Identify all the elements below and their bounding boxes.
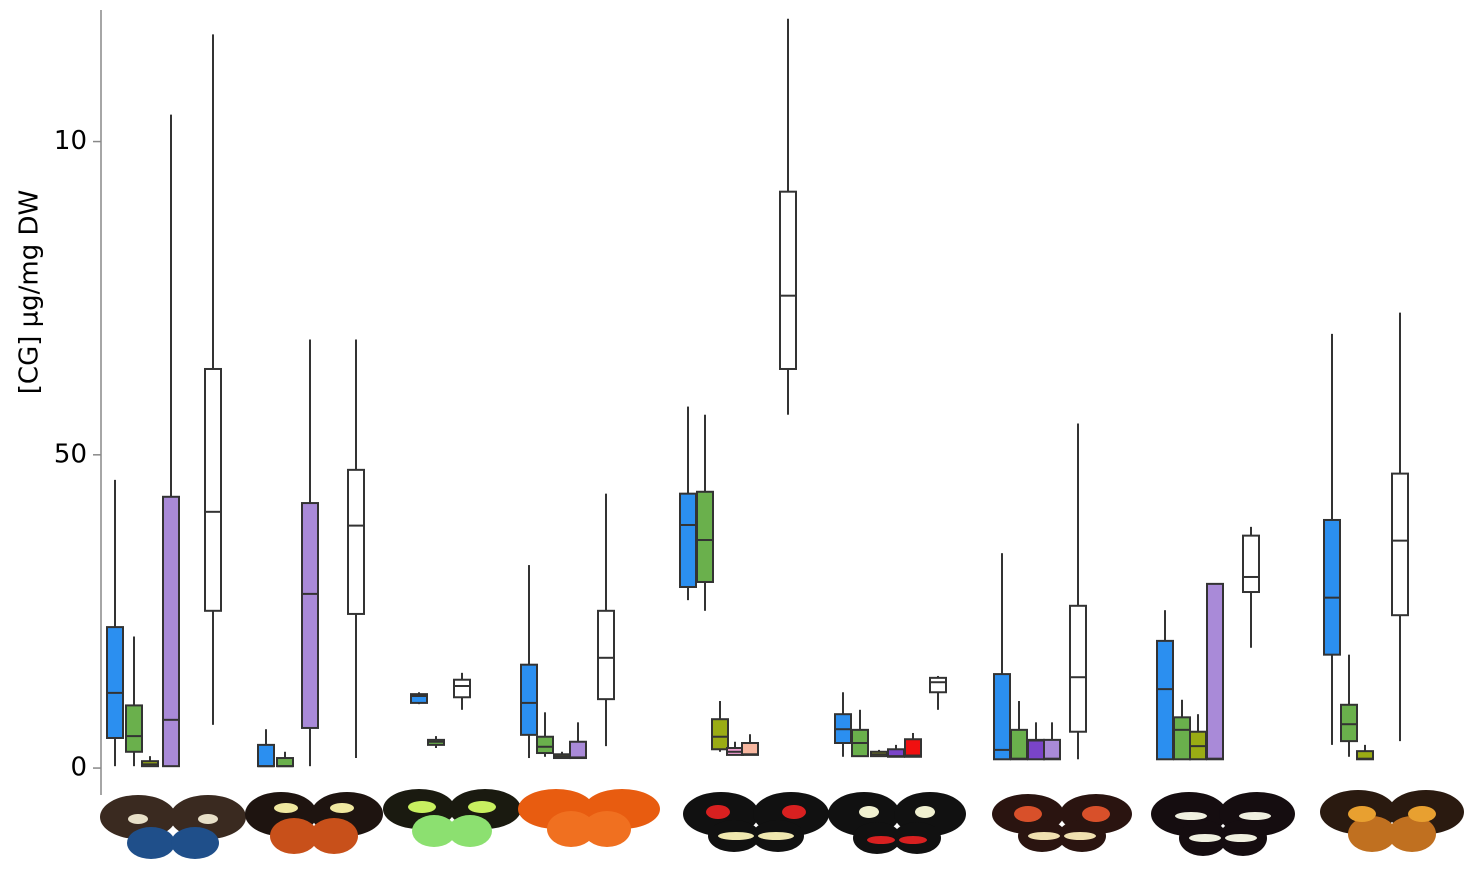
butterfly: [683, 792, 829, 852]
box: [301, 502, 319, 729]
box: [1069, 604, 1087, 733]
box: [569, 740, 587, 760]
box: [162, 495, 180, 768]
box: [1156, 639, 1174, 761]
butterfly: [383, 789, 521, 847]
box: [347, 468, 365, 615]
butterfly: [1320, 790, 1464, 852]
box: [204, 367, 222, 612]
box: [1340, 703, 1358, 743]
butterfly: [1151, 792, 1295, 856]
box: [904, 738, 922, 758]
butterfly: [100, 795, 246, 859]
box: [741, 742, 759, 756]
y-tick-label: 10: [54, 126, 87, 156]
box: [410, 693, 428, 704]
y-tick-label: 0: [70, 753, 87, 783]
box: [929, 676, 947, 694]
box: [1391, 472, 1409, 617]
butterfly: [992, 794, 1132, 852]
butterfly: [245, 792, 383, 854]
box: [257, 743, 275, 768]
box: [1010, 728, 1028, 761]
butterfly: [518, 789, 660, 847]
butterflies: [100, 789, 1464, 859]
y-axis-label: [CG] µg/mg DW: [15, 190, 45, 394]
box: [453, 678, 471, 699]
box: [1027, 738, 1045, 761]
y-tick-label: 50: [54, 439, 87, 469]
box: [1043, 738, 1061, 761]
box: [1173, 716, 1191, 761]
box: [106, 626, 124, 739]
box: [779, 190, 797, 370]
box: [1323, 518, 1341, 656]
box: [1242, 534, 1260, 594]
box: [696, 490, 714, 583]
box: [1206, 582, 1224, 761]
box: [597, 609, 615, 701]
box: [679, 492, 697, 589]
box: [276, 757, 294, 768]
box: [520, 663, 538, 736]
box: [993, 673, 1011, 761]
butterfly: [828, 792, 966, 854]
box: [711, 718, 729, 751]
box: [125, 704, 143, 753]
box: [536, 735, 554, 755]
